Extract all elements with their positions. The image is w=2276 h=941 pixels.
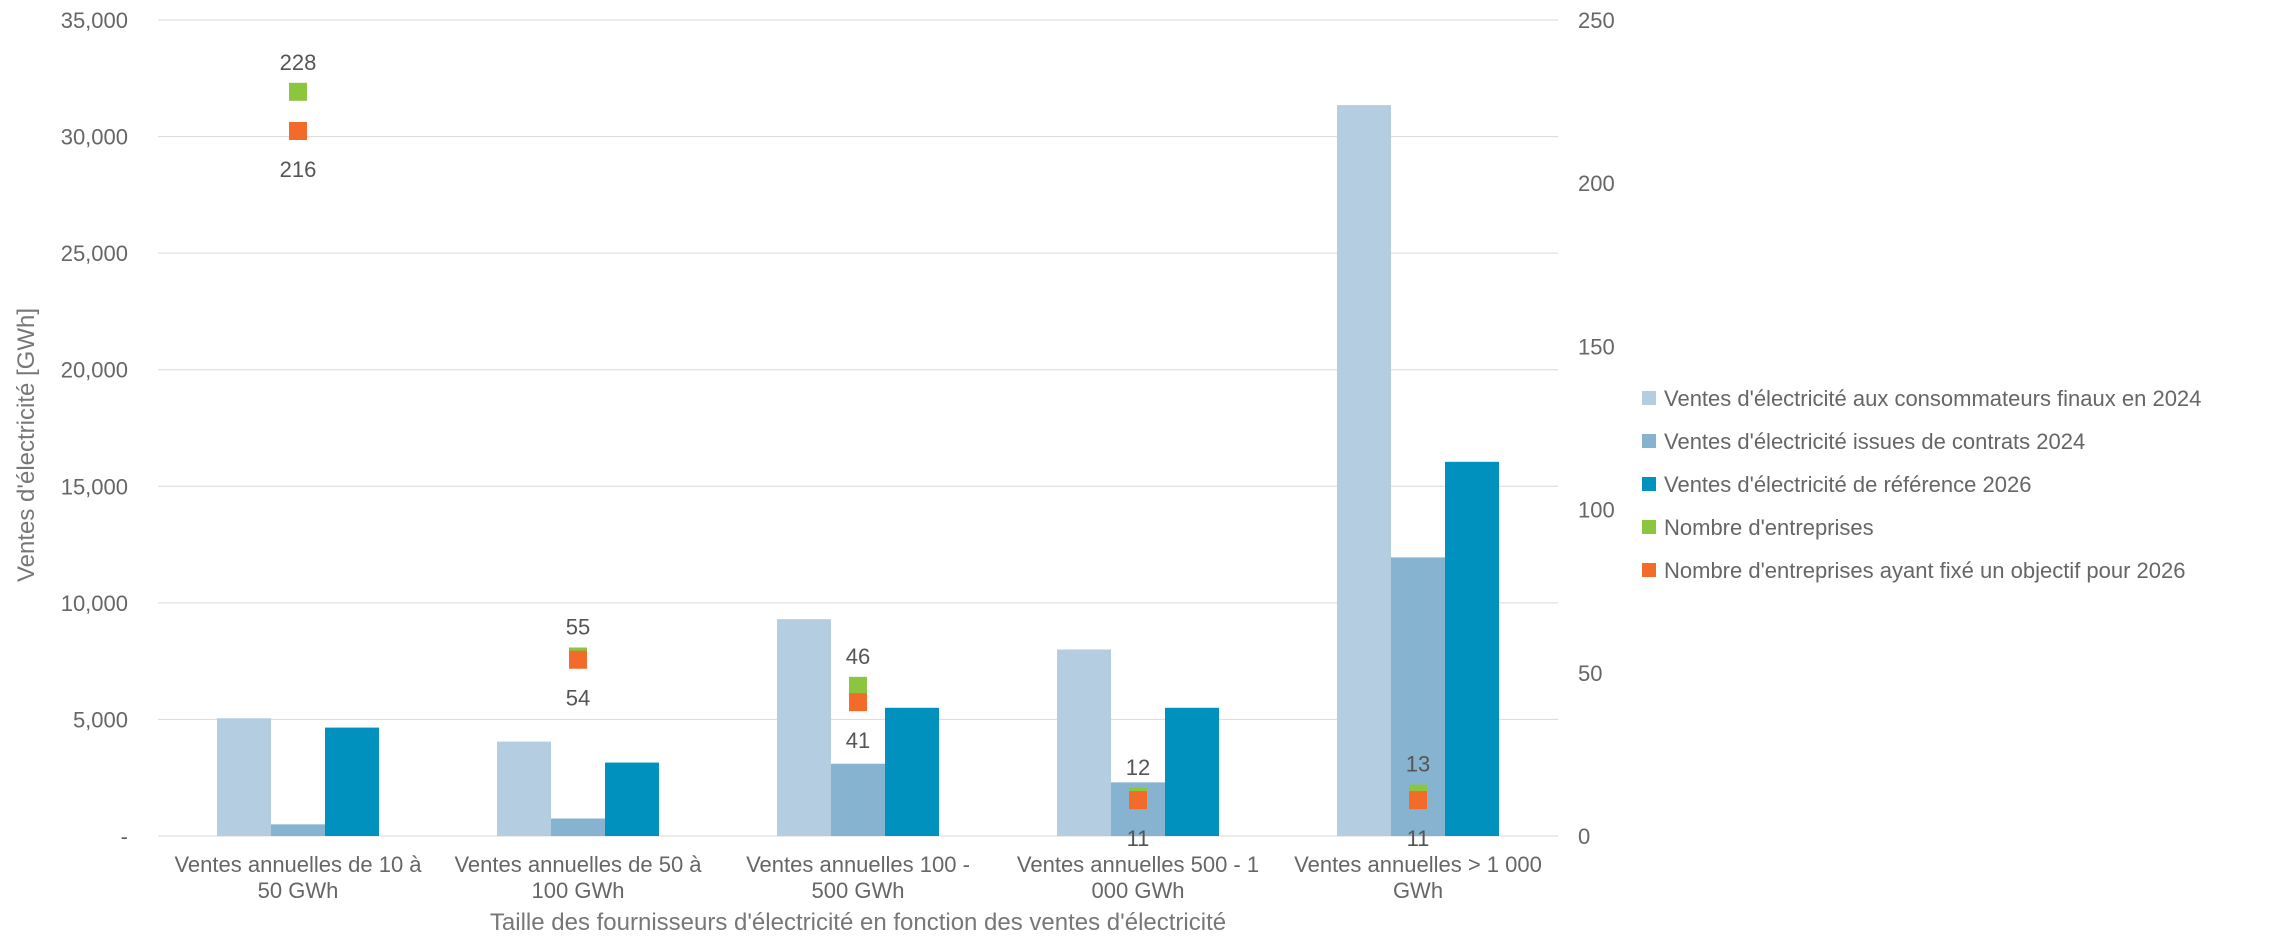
y-tick-label: 25,000 [61,241,128,266]
bar [777,619,831,836]
x-tick-label-line: 000 GWh [1092,878,1185,903]
bar [1057,649,1111,836]
marker [289,82,307,101]
bar [271,824,325,836]
data-label: 54 [566,686,590,711]
bar [497,741,551,836]
x-tick-label-line: Ventes annuelles 100 - [746,852,970,877]
y-tick-label: 35,000 [61,8,128,33]
legend-swatch [1642,391,1656,405]
bar [1337,105,1391,836]
x-tick-label: Ventes annuelles 500 - 1 000 GWh [1017,852,1259,903]
marker [849,676,867,695]
marker [289,121,307,140]
bar [1165,707,1219,836]
x-axis-title: Taille des fournisseurs d'électricité en… [490,909,1226,936]
y2-tick-label: 250 [1578,8,1615,33]
data-label: 13 [1406,752,1430,777]
legend-label: Ventes d'électricité de référence 2026 [1664,472,2031,497]
marker [569,650,587,669]
x-tick-label: Ventes annuelles de 50 à 100 GWh [454,852,702,903]
data-label: 41 [846,728,870,753]
legend-swatch [1642,563,1656,577]
x-tick-label: Ventes annuelles > 1 000 GWh [1294,852,1542,903]
y-tick-label: 10,000 [61,591,128,616]
y2-tick-label: 200 [1578,171,1615,196]
y2-tick-label: 50 [1578,661,1602,686]
bar [605,762,659,836]
y2-tick-label: 150 [1578,334,1615,359]
bar [831,763,885,836]
bar [325,727,379,836]
x-tick-label-line: 100 GWh [532,878,625,903]
legend-label: Nombre d'entreprises ayant fixé un objec… [1664,558,2186,583]
legend-label: Ventes d'électricité issues de contrats … [1664,429,2085,454]
marker [1129,791,1147,810]
x-tick-label-line: Ventes annuelles 500 - 1 [1017,852,1259,877]
x-tick-label: Ventes annuelles de 10 à 50 GWh [174,852,422,903]
data-label: 46 [846,644,870,669]
x-tick-label: Ventes annuelles 100 -500 GWh [746,852,970,903]
tick-labels: - 5,000 10,000 15,000 20,000 25,000 30,000 35,0… [61,8,1615,849]
x-tick-label-line: Ventes annuelles > 1 000 [1294,852,1542,877]
legend-swatch [1642,520,1656,534]
x-tick-label-line: Ventes annuelles de 50 à [454,852,702,877]
y-tick-label: - [121,824,128,849]
data-label: 228 [280,50,317,75]
bar [885,707,939,836]
bars [217,105,1499,836]
x-tick-label-line: 50 GWh [258,878,339,903]
y2-tick-label: 0 [1578,824,1590,849]
legend-label: Ventes d'électricité aux consommateurs f… [1664,386,2201,411]
y-tick-label: 15,000 [61,474,128,499]
bar [217,718,271,836]
legend-label: Nombre d'entreprises [1664,515,1874,540]
y2-tick-label: 100 [1578,498,1615,523]
bar [1445,461,1499,836]
marker [849,693,867,712]
legend-swatch [1642,477,1656,491]
data-label: 11 [1407,826,1430,851]
legend-swatch [1642,434,1656,448]
marker [1409,791,1427,810]
data-label: 11 [1127,826,1150,851]
data-label: 216 [280,157,317,182]
gridlines [158,19,1558,837]
y-tick-label: 30,000 [61,125,128,150]
data-label: 55 [566,614,590,639]
x-tick-label-line: GWh [1393,878,1443,903]
y-axis-title: Ventes d'électricité [GWh] [13,308,40,582]
x-tick-label-line: Ventes annuelles de 10 à [174,852,422,877]
y-tick-label: 5,000 [73,707,128,732]
data-label: 12 [1126,755,1150,780]
bar [551,818,605,836]
x-tick-label-line: 500 GWh [812,878,905,903]
legend: Ventes d'électricité aux consommateurs f… [1642,386,2201,583]
y-tick-label: 20,000 [61,358,128,383]
markers: 228 216 55 54 46 41 12 11 13 11 [280,50,1431,851]
